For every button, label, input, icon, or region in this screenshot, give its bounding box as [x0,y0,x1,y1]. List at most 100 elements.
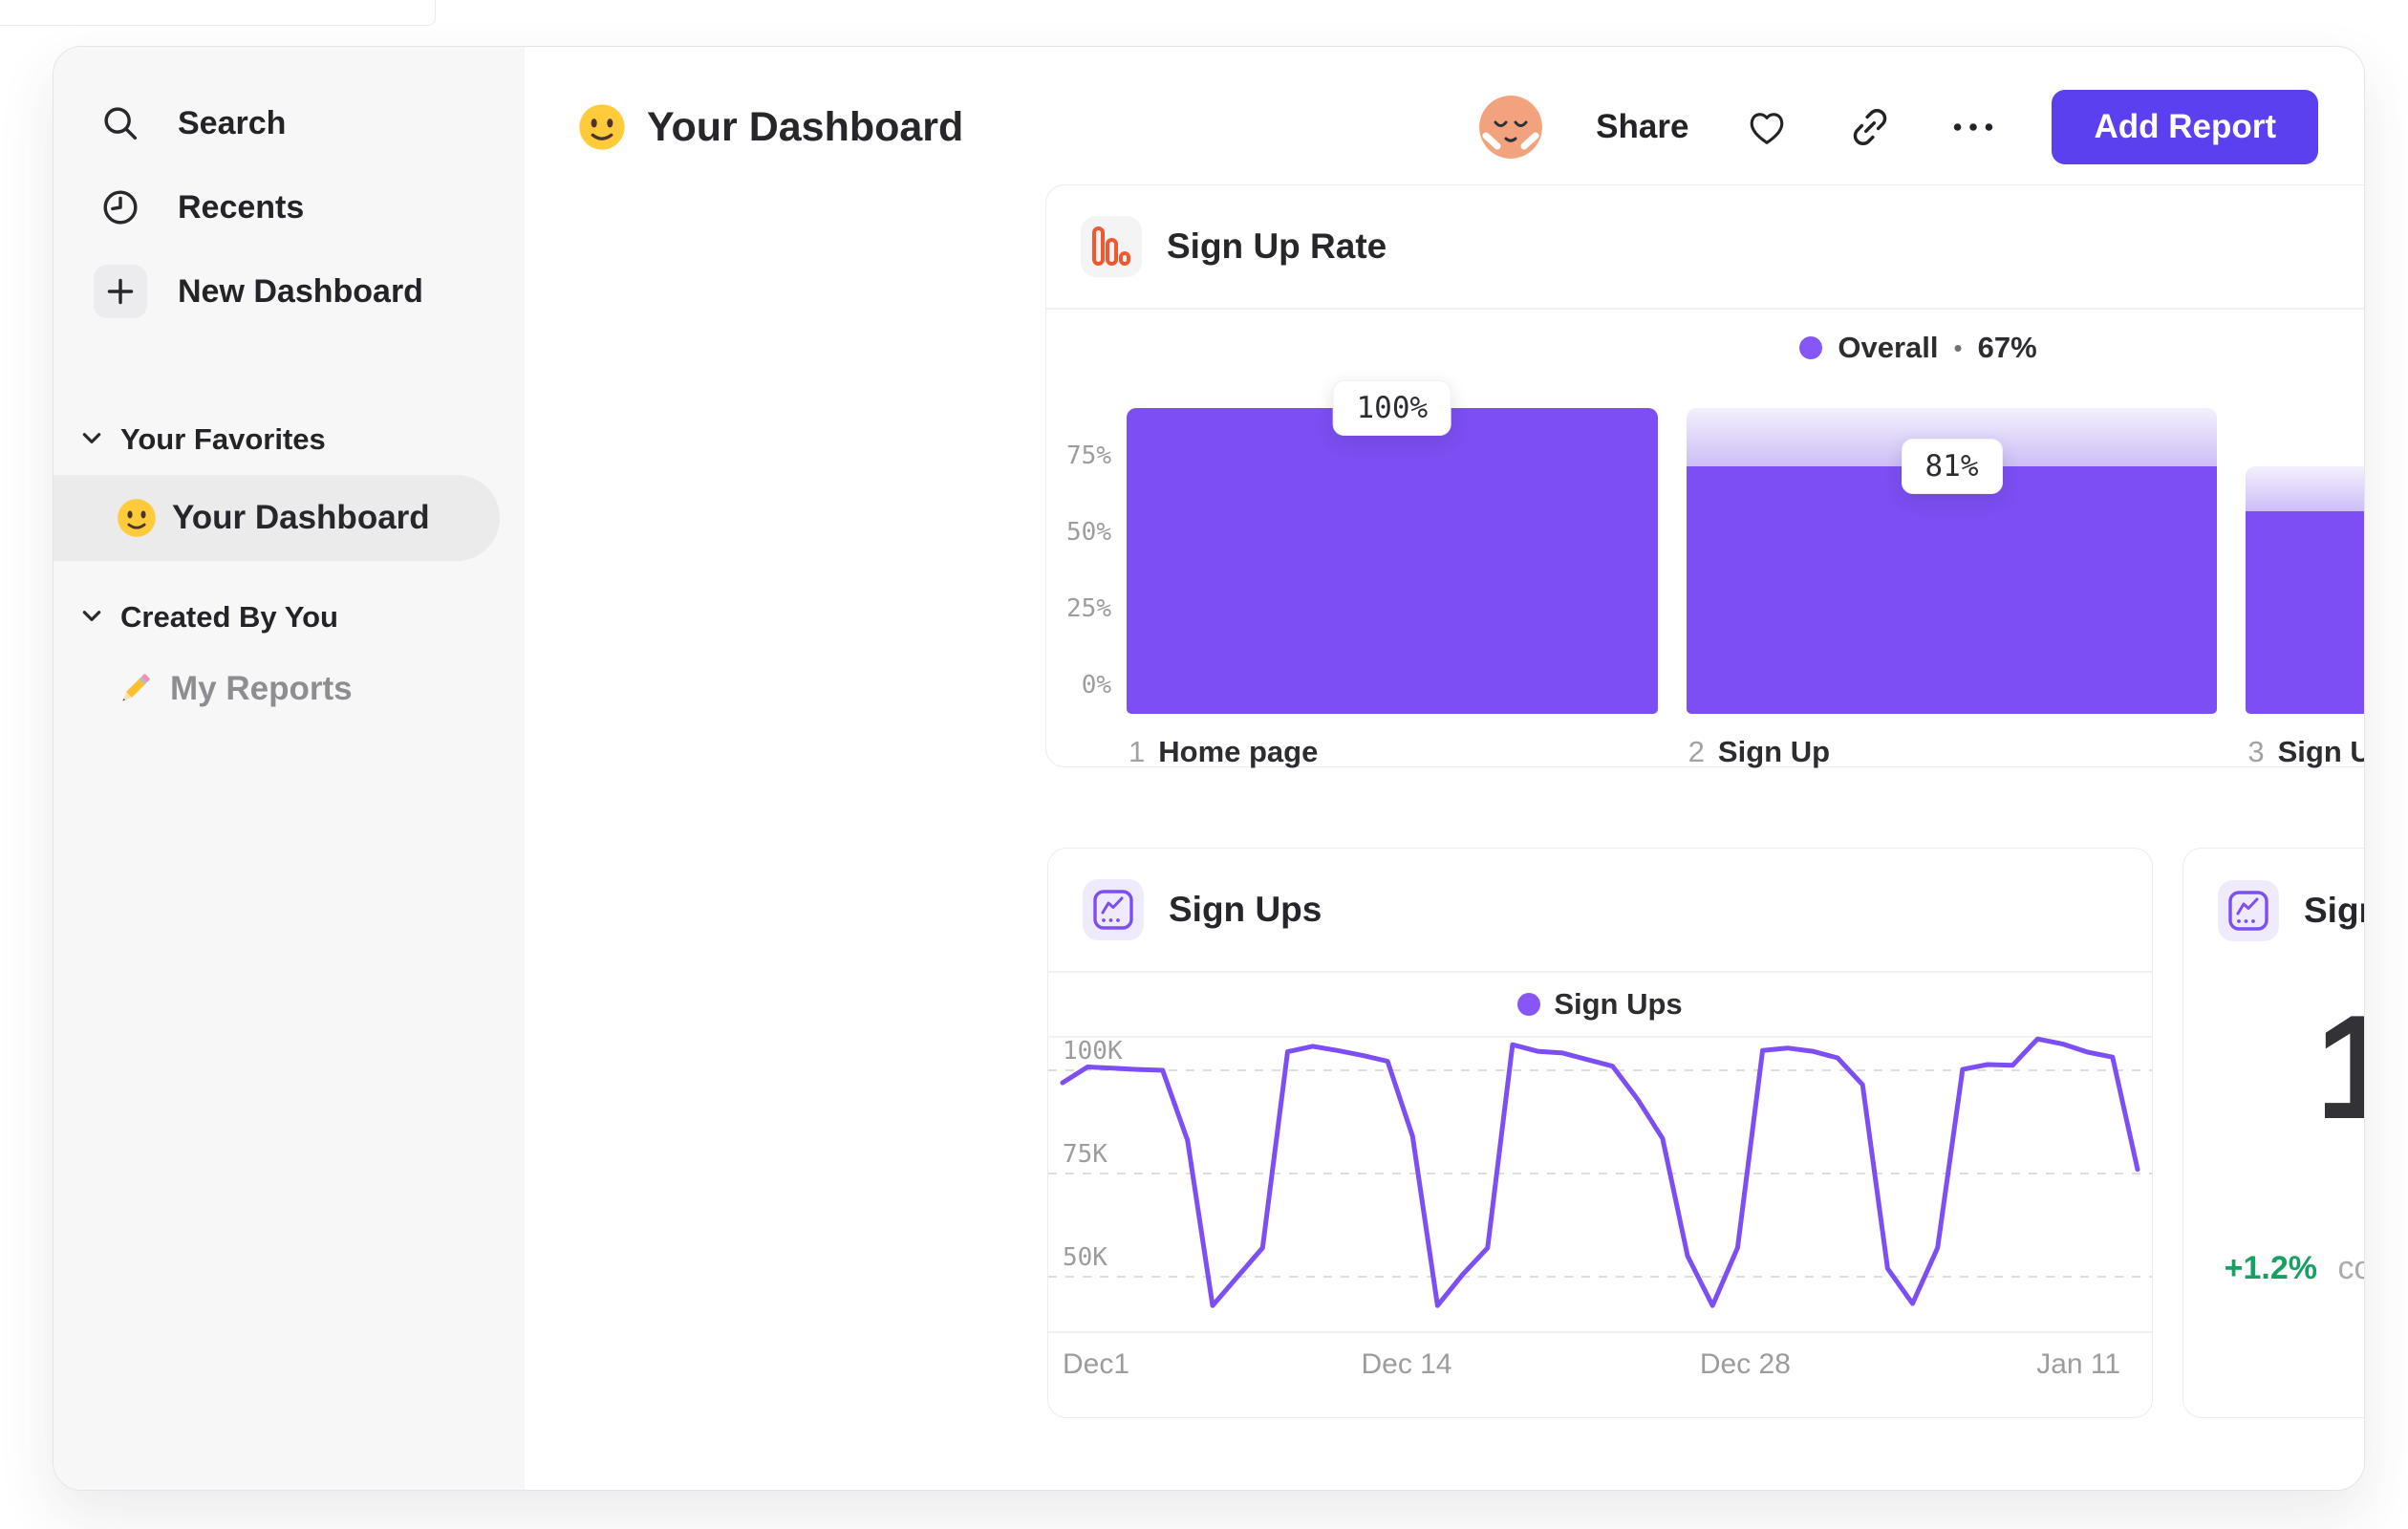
smiley-emoji-icon [578,103,626,151]
legend-label: Sign Ups [1554,987,1683,1021]
add-report-button[interactable]: Add Report [2052,90,2318,164]
search-icon [94,97,147,150]
line-y-tick: 50K [1063,1243,1107,1272]
copy-link-icon[interactable] [1845,102,1895,152]
funnel-bar-dropoff [2246,465,2364,511]
top-left-artifact [0,0,436,26]
funnel-step-name: Home page [1158,735,1319,768]
sign-up-rate-card: Sign Up Rate Overall • 67% 75% 50% 25% 0% 1… [1045,184,2364,768]
header-actions: Share Add Report [1479,90,2318,164]
page-title: Your Dashboard [647,103,964,150]
funnel-badge: 100% [1332,380,1452,436]
page-title-wrap: Your Dashboard [578,103,963,151]
favorites-section: Your Favorites Your Dashboard [54,420,525,561]
main-content: Your Dashboard Share [525,47,2364,1490]
kpi-label: Unique Users [2183,1188,2364,1230]
avatar[interactable] [1479,96,1543,159]
funnel-y-tick: 50% [1066,518,1111,547]
funnel-y-tick: 0% [1081,671,1111,700]
funnel-chart-icon [1081,216,1142,277]
funnel-step-index: 1 [1129,735,1146,768]
funnel-step-label: 1 Home page [1129,735,1318,769]
chevron-down-icon [80,604,103,632]
sidebar-item-label: My Reports [170,670,353,707]
card-title: Sign Ups Today [2304,891,2364,930]
favorites-section-header[interactable]: Your Favorites [54,420,525,460]
sidebar-nav: Search Recents New Dashboard [54,47,525,334]
kpi-delta: +1.2% [2224,1250,2317,1286]
line-chart-icon [2218,880,2279,941]
funnel-y-tick: 75% [1066,441,1111,470]
legend-label: Overall [1838,331,1939,364]
sidebar-item-my-reports[interactable]: My Reports [54,662,525,716]
line-x-tick: Dec1 [1063,1348,1130,1380]
legend-dot [1799,336,1823,359]
line-legend[interactable]: Sign Ups [1048,973,2152,1038]
sign-ups-card: Sign Ups Sign Ups 100K 75K 50K Dec1 Dec 14 D… [1047,848,2153,1418]
sign-ups-today-card-header: Sign Ups Today [2183,849,2364,973]
funnel-step-name: Sign Up [1717,735,1831,768]
sidebar-item-label: Search [178,104,287,141]
sidebar-item-label: Your Dashboard [172,499,430,536]
created-by-you-section: Created By You My Reports [54,597,525,716]
clock-icon [94,181,147,234]
funnel-step-index: 3 [2247,735,2265,768]
created-section-title: Created By You [120,600,338,634]
sidebar-item-new-dashboard[interactable]: New Dashboard [54,249,525,334]
favorite-heart-icon[interactable] [1742,102,1792,152]
favorites-section-title: Your Favorites [120,422,326,456]
app-window: Search Recents New Dashboard Your Favorite… [53,46,2365,1491]
card-title: Sign Ups [1169,890,1322,929]
sign-ups-card-header: Sign Ups [1048,849,2152,973]
funnel-step-label: 3 Sign Up Confirmation [2247,735,2364,769]
line-y-tick: 100K [1063,1037,1123,1066]
funnel-bar [1686,408,2218,714]
kpi-delta-text: compared to previous period [2337,1250,2364,1286]
card-title: Sign Up Rate [1167,226,1387,266]
created-section-header[interactable]: Created By You [54,597,525,637]
sidebar-item-recents[interactable]: Recents [54,165,525,249]
smiley-emoji-icon [117,498,157,538]
legend-separator: • [1953,333,1963,362]
share-button[interactable]: Share [1596,108,1689,145]
funnel-step-name: Sign Up Confirmation [2277,735,2364,768]
line-chart-icon [1083,879,1144,940]
sidebar-item-your-dashboard[interactable]: Your Dashboard [54,475,500,561]
funnel-step-index: 2 [1688,735,1705,768]
funnel-step[interactable]: 81% 2 Sign Up [1686,408,2218,768]
line-x-axis: Dec1 Dec 14 Dec 28 Jan 11 [1048,1331,2152,1390]
more-options-icon[interactable] [1948,102,1998,152]
funnel-step[interactable]: 100% 1 Home page [1127,380,1658,768]
sign-ups-series-line [1060,1036,2140,1308]
funnel-bar [1127,408,1658,714]
funnel-step-label: 2 Sign Up [1688,735,1830,769]
funnel-badge: 81% [1901,438,2003,494]
funnel-bar-converted [2246,510,2364,714]
page-header: Your Dashboard Share [578,81,2318,173]
sidebar-item-search[interactable]: Search [54,81,525,165]
line-y-tick: 75K [1063,1140,1107,1169]
sign-ups-today-card: Sign Ups Today 100K Unique Users +1.2% c… [2182,848,2364,1418]
sidebar: Search Recents New Dashboard Your Favorite… [54,47,525,1490]
sign-ups-line-chart[interactable]: 100K 75K 50K [1048,1036,2152,1331]
line-x-tick: Dec 14 [1361,1348,1452,1380]
funnel-y-tick: 25% [1066,594,1111,623]
kpi-delta-row: +1.2% compared to previous period [2183,1250,2364,1287]
pencil-emoji-icon [115,669,155,709]
funnel-bar-converted [1686,465,2218,714]
funnel-bar-converted [1127,408,1658,714]
sidebar-item-label: New Dashboard [178,272,423,310]
funnel-legend[interactable]: Overall • 67% [1046,331,2364,365]
sign-up-rate-card-header: Sign Up Rate [1046,185,2364,310]
funnel-bar [2246,465,2364,714]
line-x-tick: Dec 28 [1699,1348,1791,1380]
line-chart-plot[interactable]: 100K 75K 50K [1048,1036,2152,1331]
funnel-chart: Overall • 67% 75% 50% 25% 0% 100% 1 Home page… [1046,310,2364,768]
chevron-down-icon [80,426,103,454]
line-x-tick: Jan 11 [2036,1348,2121,1380]
legend-dot [1517,993,1541,1016]
sidebar-item-label: Recents [178,188,305,226]
